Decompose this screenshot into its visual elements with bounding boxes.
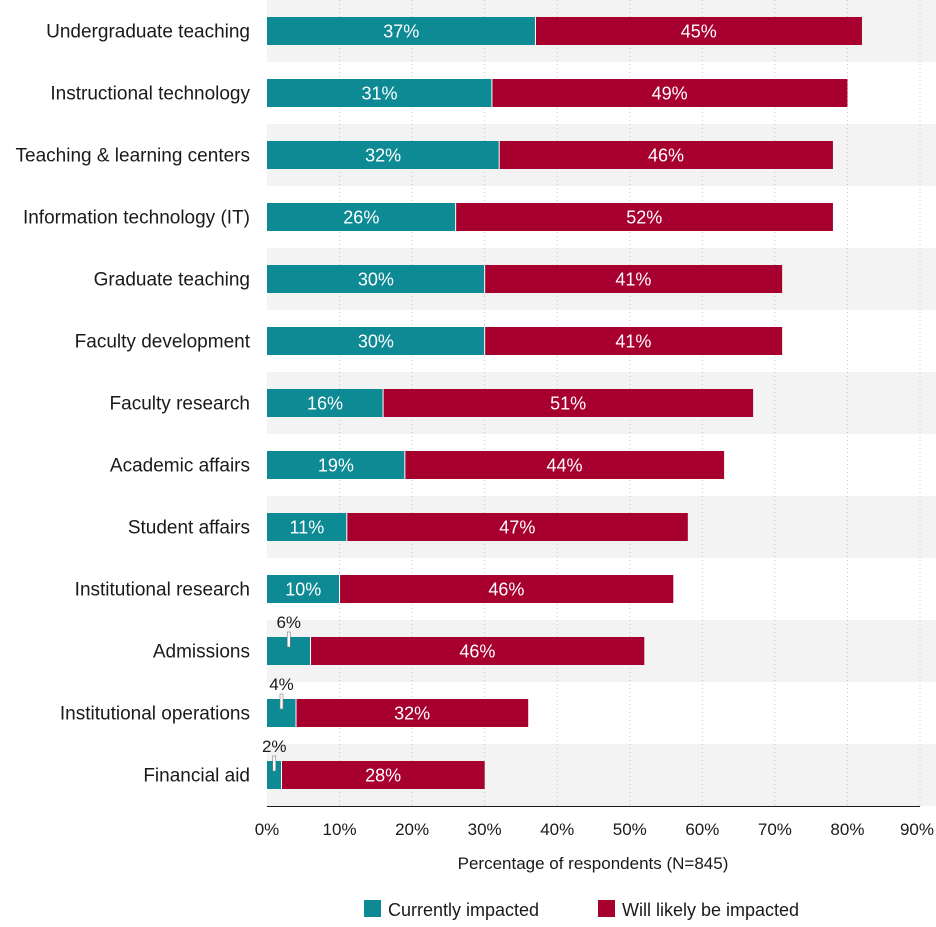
leader-line xyxy=(279,693,284,710)
bar-currently-impacted xyxy=(267,327,485,355)
data-label-currently-impacted: 32% xyxy=(365,146,401,166)
legend-label-currently-impacted: Currently impacted xyxy=(388,900,539,920)
bar-currently-impacted xyxy=(267,79,492,107)
x-tick-label: 90% xyxy=(900,820,934,839)
data-label-will-likely-be-impacted: 52% xyxy=(626,208,662,228)
data-label-will-likely-be-impacted: 41% xyxy=(615,270,651,290)
data-label-currently-impacted: 26% xyxy=(343,208,379,228)
category-label: Graduate teaching xyxy=(94,270,250,291)
bar-will-likely-be-impacted xyxy=(404,451,725,479)
bar-currently-impacted xyxy=(267,141,500,169)
legend-swatch-currently-impacted xyxy=(364,900,381,917)
data-label-will-likely-be-impacted: 46% xyxy=(459,642,495,662)
data-label-will-likely-be-impacted: 32% xyxy=(394,704,430,724)
bar-currently-impacted xyxy=(267,761,282,789)
x-axis-title: Percentage of respondents (N=845) xyxy=(458,854,729,873)
x-tick-label: 20% xyxy=(395,820,429,839)
data-label-will-likely-be-impacted: 46% xyxy=(488,580,524,600)
bar-currently-impacted xyxy=(267,389,384,417)
x-tick-label: 40% xyxy=(540,820,574,839)
bar-currently-impacted xyxy=(267,451,405,479)
leader-line xyxy=(272,755,277,772)
category-label: Information technology (IT) xyxy=(23,208,250,229)
category-label: Institutional operations xyxy=(60,704,250,725)
data-label-will-likely-be-impacted: 28% xyxy=(365,766,401,786)
bar-will-likely-be-impacted xyxy=(346,513,688,541)
data-label-currently-impacted: 11% xyxy=(290,518,325,538)
data-label-currently-impacted: 30% xyxy=(358,332,394,352)
leader-line xyxy=(286,631,291,648)
category-label: Institutional research xyxy=(75,580,250,601)
category-label: Faculty development xyxy=(75,332,251,353)
data-label-will-likely-be-impacted: 45% xyxy=(681,22,717,42)
legend: Currently impacted Will likely be impacte… xyxy=(364,900,799,920)
category-label: Admissions xyxy=(153,642,250,663)
bar-will-likely-be-impacted xyxy=(491,79,848,107)
data-label-currently-impacted: 2% xyxy=(262,737,287,756)
data-label-currently-impacted: 10% xyxy=(285,580,321,600)
bar-will-likely-be-impacted xyxy=(455,203,833,231)
bar-currently-impacted xyxy=(267,265,485,293)
legend-swatch-will-likely-be-impacted xyxy=(598,900,615,917)
data-label-will-likely-be-impacted: 44% xyxy=(546,456,582,476)
bar-will-likely-be-impacted xyxy=(484,265,783,293)
bar-will-likely-be-impacted xyxy=(484,327,783,355)
bar-will-likely-be-impacted xyxy=(281,761,485,789)
category-label: Faculty research xyxy=(110,394,250,415)
category-label: Academic affairs xyxy=(110,456,250,477)
x-tick-label: 10% xyxy=(323,820,357,839)
data-label-will-likely-be-impacted: 41% xyxy=(615,332,651,352)
data-label-will-likely-be-impacted: 46% xyxy=(648,146,684,166)
data-label-currently-impacted: 30% xyxy=(358,270,394,290)
x-tick-label: 80% xyxy=(830,820,864,839)
bar-currently-impacted xyxy=(267,203,456,231)
bar-currently-impacted xyxy=(267,513,347,541)
x-tick-label: 0% xyxy=(255,820,280,839)
data-label-currently-impacted: 4% xyxy=(269,675,294,694)
data-label-currently-impacted: 31% xyxy=(361,84,397,104)
bar-will-likely-be-impacted xyxy=(310,637,645,665)
bar-will-likely-be-impacted xyxy=(383,389,754,417)
legend-label-will-likely-be-impacted: Will likely be impacted xyxy=(622,900,799,920)
x-tick-label: 30% xyxy=(468,820,502,839)
x-tick-label: 50% xyxy=(613,820,647,839)
bar-will-likely-be-impacted xyxy=(339,575,674,603)
bars: 37% 45% 31% 49% 32% 46% 26% 52% 30% 41% 30% 41% 16% 5… xyxy=(262,17,862,789)
data-label-will-likely-be-impacted: 49% xyxy=(652,84,688,104)
data-label-currently-impacted: 6% xyxy=(276,613,301,632)
bar-currently-impacted xyxy=(267,17,536,45)
category-label: Teaching & learning centers xyxy=(16,146,250,167)
category-label: Instructional technology xyxy=(50,84,250,105)
bar-will-likely-be-impacted xyxy=(499,141,833,169)
x-axis: 0% 10% 20% 30% 40% 50% 60% 70% 80% 90% xyxy=(255,806,934,839)
data-label-currently-impacted: 19% xyxy=(318,456,354,476)
category-label: Undergraduate teaching xyxy=(46,22,250,43)
category-labels: Undergraduate teaching Instructional tech… xyxy=(16,22,251,787)
bar-will-likely-be-impacted xyxy=(535,17,862,45)
data-label-currently-impacted: 37% xyxy=(383,22,419,42)
x-tick-label: 70% xyxy=(758,820,792,839)
data-label-will-likely-be-impacted: 51% xyxy=(550,394,586,414)
data-label-will-likely-be-impacted: 47% xyxy=(499,518,535,538)
category-label: Financial aid xyxy=(143,766,250,787)
x-tick-label: 60% xyxy=(685,820,719,839)
data-label-currently-impacted: 16% xyxy=(307,394,343,414)
bar-currently-impacted xyxy=(267,575,340,603)
category-label: Student affairs xyxy=(128,518,250,539)
bar-will-likely-be-impacted xyxy=(296,699,529,727)
